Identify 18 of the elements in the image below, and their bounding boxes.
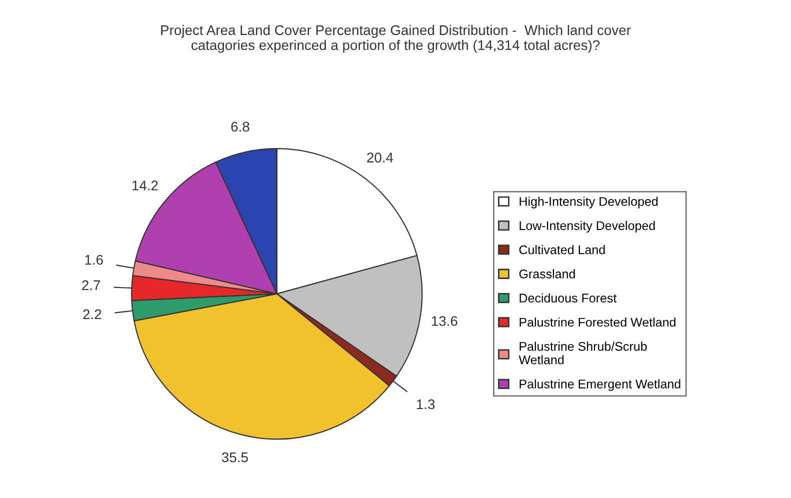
legend-label: High-Intensity Developed — [520, 196, 658, 208]
legend-label: Grassland — [519, 269, 575, 278]
data-label: 20.4 — [367, 152, 394, 162]
legend-label: Palustrine Emergent Wetland — [520, 379, 680, 391]
legend-label: Cultivated Land — [519, 245, 605, 254]
data-label: 35.5 — [222, 452, 248, 462]
legend-label: Low-Intensity Developed — [520, 220, 655, 233]
data-label: 1.3 — [416, 399, 435, 410]
data-label: 14.2 — [132, 180, 158, 190]
data-label: 2.2 — [83, 309, 102, 320]
chart-title: Project Area Land Cover Percentage Gained Distribution - Which land cover catagories experinced a portion of the growth (14,314 total acres)? — [161, 24, 631, 53]
data-label: 1.6 — [85, 254, 103, 265]
data-label: 2.7 — [82, 280, 100, 290]
data-label: 13.6 — [432, 316, 458, 326]
data-label: 6.8 — [231, 122, 250, 132]
legend-label: Palustrine Forested Wetland — [520, 317, 676, 327]
legend-label: Deciduous Forest — [520, 293, 617, 303]
legend-label: Palustrine Shrub/Scrub Wetland — [518, 342, 647, 364]
